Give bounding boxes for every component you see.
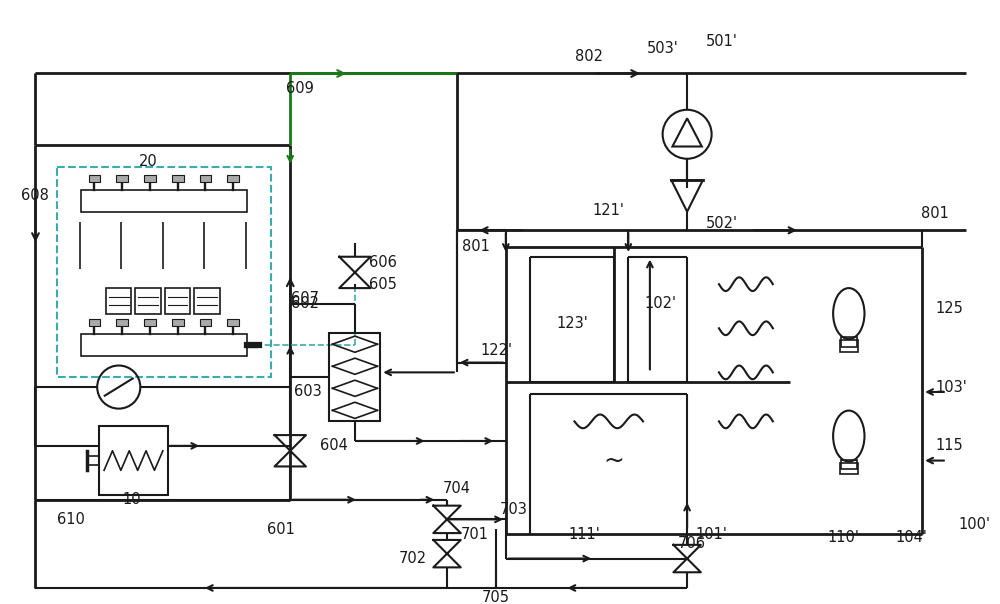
Text: 121': 121' [593,203,625,218]
Text: 705: 705 [482,590,510,604]
Text: 103': 103' [935,379,967,394]
Text: 702: 702 [399,551,427,566]
Bar [329,333,380,422]
Bar [89,175,100,182]
Bar [81,190,247,211]
Text: 704: 704 [443,481,471,495]
Bar [227,175,239,182]
Text: 502': 502' [705,216,737,231]
Bar [200,320,211,326]
Text: 111': 111' [568,527,600,542]
Bar [841,337,857,347]
Text: 703: 703 [500,502,528,517]
Bar [840,463,858,474]
Text: 501': 501' [705,34,737,49]
Text: 605: 605 [369,277,397,292]
Bar [227,320,239,326]
Bar [840,340,858,352]
Bar [144,175,156,182]
Bar [99,426,168,495]
Bar [200,175,211,182]
Text: 801: 801 [921,206,949,221]
Bar [172,320,184,326]
Text: 110': 110' [827,530,859,544]
Text: 122': 122' [480,343,512,358]
Text: 20: 20 [139,154,158,169]
Text: 104': 104' [896,530,928,544]
Text: 123': 123' [557,316,588,331]
Text: 609: 609 [286,81,314,95]
Bar [172,175,184,182]
Bar [135,288,161,313]
Text: 606: 606 [369,255,397,270]
Text: 125: 125 [935,301,963,316]
Text: 601: 601 [267,522,294,537]
Text: 701: 701 [460,527,488,542]
Bar [116,175,128,182]
Bar [106,288,131,313]
Text: 503': 503' [647,42,678,57]
Text: 801: 801 [462,239,490,254]
Text: 610: 610 [57,512,85,527]
Bar [89,320,100,326]
Text: 100': 100' [959,517,991,532]
Text: 101': 101' [696,527,728,542]
Bar [116,320,128,326]
Text: 608: 608 [21,188,49,204]
Bar [144,320,156,326]
Text: 115: 115 [935,439,963,454]
Bar [165,288,190,313]
Bar [57,167,271,378]
Text: 603: 603 [294,385,322,399]
Text: 602: 602 [291,297,319,311]
Text: 607: 607 [291,291,319,306]
Text: ~: ~ [603,449,624,472]
Bar [841,460,857,469]
Bar [81,334,247,356]
Text: 102': 102' [645,297,677,311]
Text: 10: 10 [122,492,141,507]
Text: 802: 802 [575,50,603,65]
Text: 604: 604 [320,439,348,454]
Text: 706: 706 [678,536,706,551]
Bar [194,288,220,313]
